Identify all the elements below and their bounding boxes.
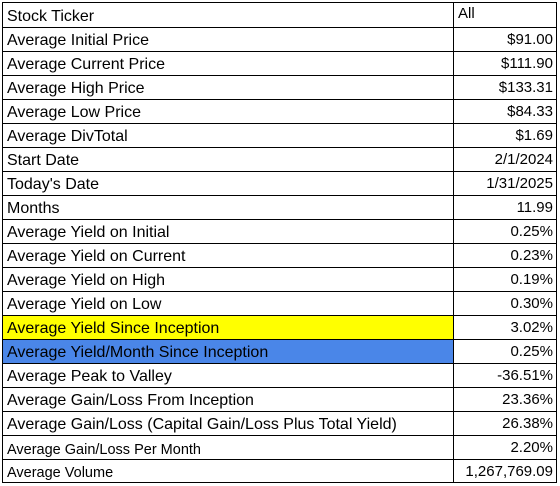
row-label: Average Initial Price [3, 28, 454, 51]
row-label: Average Gain/Loss From Inception [3, 388, 454, 411]
table-row-yield-since-inception: Average Yield Since Inception 3.02% [3, 315, 556, 339]
table-row-start-date: Start Date 2/1/2024 [3, 147, 556, 171]
row-label: Average Low Price [3, 100, 454, 123]
table-row-high-price: Average High Price $133.31 [3, 75, 556, 99]
row-value: 23.36% [502, 391, 553, 408]
row-value: 11.99 [516, 199, 553, 216]
row-label-highlighted: Average Yield Since Inception [3, 316, 454, 339]
table-row-gain-loss-total-yield: Average Gain/Loss (Capital Gain/Loss Plu… [3, 411, 556, 435]
row-label: Average Gain/Loss Per Month [3, 436, 454, 459]
row-value: 2/1/2024 [494, 151, 553, 168]
row-value: 0.25% [510, 343, 553, 360]
table-row-gain-loss-inception: Average Gain/Loss From Inception 23.36% [3, 387, 556, 411]
row-label: Months [3, 196, 454, 219]
row-value: 0.19% [510, 271, 553, 288]
table-row-peak-to-valley: Average Peak to Valley -36.51% [3, 363, 556, 387]
table-row-current-price: Average Current Price $111.90 [3, 51, 556, 75]
row-label: Average Yield on Initial [3, 220, 454, 243]
row-label: Average Current Price [3, 52, 454, 75]
row-value: -36.51% [497, 367, 553, 384]
row-value: All [458, 5, 475, 22]
table-row-div-total: Average DivTotal $1.69 [3, 123, 556, 147]
row-label: Average Gain/Loss (Capital Gain/Loss Plu… [3, 412, 454, 435]
table-row-yield-month-since-inception: Average Yield/Month Since Inception 0.25… [3, 339, 556, 363]
table-row-months: Months 11.99 [3, 195, 556, 219]
row-value: $91.00 [507, 31, 553, 48]
row-value: $1.69 [515, 127, 553, 144]
table-row-yield-low: Average Yield on Low 0.30% [3, 291, 556, 315]
row-value: $111.90 [501, 55, 553, 72]
row-label: Today's Date [3, 172, 454, 195]
row-value: 1/31/2025 [486, 175, 553, 192]
table-row-low-price: Average Low Price $84.33 [3, 99, 556, 123]
table-row-stock-ticker: Stock Ticker All [3, 3, 556, 27]
table-row-volume: Average Volume 1,267,769.09 [3, 459, 556, 482]
row-label: Start Date [3, 148, 454, 171]
row-value: 3.02% [510, 319, 553, 336]
row-label: Average Peak to Valley [3, 364, 454, 387]
row-label: Average Volume [3, 460, 454, 482]
row-label: Average Yield on High [3, 268, 454, 291]
table-row-initial-price: Average Initial Price $91.00 [3, 27, 556, 51]
row-value: 0.30% [510, 295, 553, 312]
row-value: 26.38% [502, 415, 553, 432]
row-value: $133.31 [498, 79, 553, 96]
row-value: 0.23% [510, 247, 553, 264]
row-value: 0.25% [510, 223, 553, 240]
table-row-todays-date: Today's Date 1/31/2025 [3, 171, 556, 195]
row-label: Average Yield on Low [3, 292, 454, 315]
row-label-highlighted: Average Yield/Month Since Inception [3, 340, 454, 363]
table-row-yield-initial: Average Yield on Initial 0.25% [3, 219, 556, 243]
row-label: Average DivTotal [3, 124, 454, 147]
row-value: $84.33 [507, 103, 553, 120]
table-row-gain-loss-per-month: Average Gain/Loss Per Month 2.20% [3, 435, 556, 459]
row-label: Average Yield on Current [3, 244, 454, 267]
row-label: Stock Ticker [3, 3, 454, 27]
row-value: 1,267,769.09 [465, 463, 553, 480]
row-value: 2.20% [510, 439, 553, 456]
table-row-yield-current: Average Yield on Current 0.23% [3, 243, 556, 267]
table-row-yield-high: Average Yield on High 0.19% [3, 267, 556, 291]
row-label: Average High Price [3, 76, 454, 99]
